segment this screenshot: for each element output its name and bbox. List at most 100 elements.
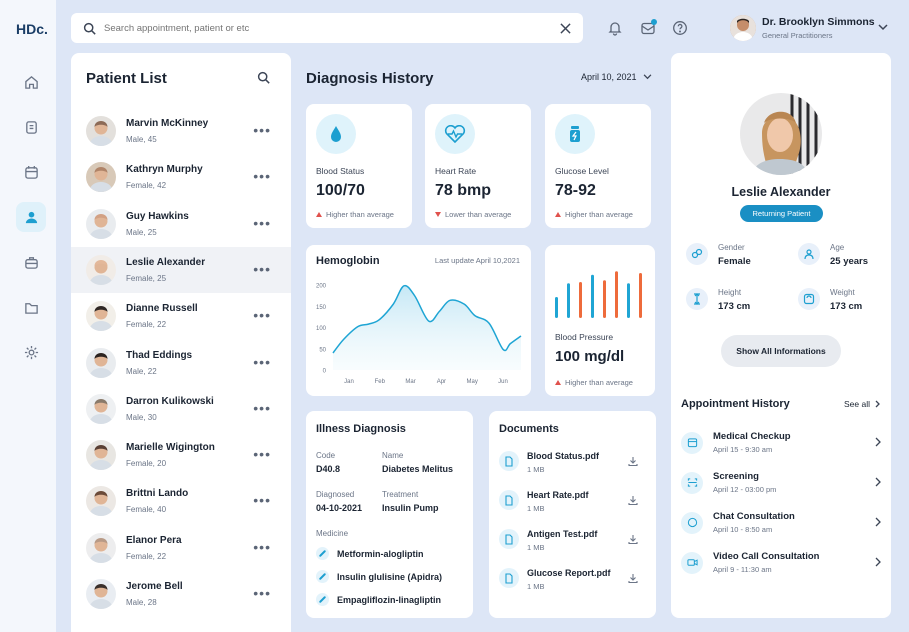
hemoglobin-chart: 200 150 100 50 0 Jan Feb Mar Apr May Jun bbox=[316, 284, 522, 385]
pill-icon bbox=[316, 593, 329, 606]
chevron-down-icon[interactable] bbox=[878, 24, 888, 31]
chevron-right-icon[interactable] bbox=[875, 437, 881, 447]
appointment-date: April 9 - 11:30 am bbox=[713, 565, 772, 574]
chevron-right-icon[interactable] bbox=[875, 517, 881, 527]
search-input[interactable] bbox=[104, 22, 552, 34]
patient-row[interactable]: Marielle Wigington Female, 20 ••• bbox=[71, 432, 291, 478]
patient-row[interactable]: Leslie Alexander Female, 25 ••• bbox=[71, 246, 291, 293]
download-icon[interactable] bbox=[627, 533, 639, 545]
more-options-icon[interactable]: ••• bbox=[253, 585, 271, 601]
chevron-right-icon bbox=[875, 400, 880, 408]
close-icon[interactable] bbox=[560, 22, 571, 34]
more-options-icon[interactable]: ••• bbox=[253, 492, 271, 509]
patient-avatar bbox=[86, 162, 116, 193]
chevron-right-icon[interactable] bbox=[875, 557, 881, 567]
more-options-icon[interactable]: ••• bbox=[253, 446, 271, 463]
diagnosis-title: Diagnosis History bbox=[306, 70, 434, 87]
more-options-icon[interactable]: ••• bbox=[253, 307, 271, 324]
document-item[interactable]: Glucose Report.pdf 1 MB bbox=[499, 568, 649, 591]
bp-bar bbox=[627, 283, 630, 318]
blood-pressure-card[interactable]: Blood Pressure 100 mg/dl Higher than ave… bbox=[545, 245, 655, 396]
height-icon bbox=[686, 288, 708, 310]
vital-card-heart-rate[interactable]: Heart Rate 78 bmp Lower than average bbox=[425, 104, 531, 228]
user-info[interactable]: Dr. Brooklyn Simmons General Practitione… bbox=[762, 16, 875, 40]
code-field: Code D40.8 bbox=[316, 451, 341, 474]
more-options-icon[interactable]: ••• bbox=[253, 122, 271, 138]
user-role: General Practitioners bbox=[762, 31, 833, 40]
sidebar: HDc. bbox=[0, 0, 56, 632]
chevron-right-icon[interactable] bbox=[875, 477, 881, 487]
blood-pressure-bars bbox=[555, 271, 642, 318]
patient-info: Female, 22 bbox=[126, 320, 167, 330]
show-all-informations-button[interactable]: Show All Informations bbox=[721, 335, 841, 367]
appointment-item[interactable]: Video Call Consultation April 9 - 11:30 a… bbox=[681, 551, 881, 574]
patient-name: Brittni Lando bbox=[126, 488, 189, 500]
more-options-icon[interactable]: ••• bbox=[253, 260, 271, 277]
more-options-icon[interactable]: ••• bbox=[253, 399, 271, 416]
search-bar[interactable] bbox=[71, 13, 583, 43]
y-tick-label: 50 bbox=[319, 347, 326, 353]
appointment-item[interactable]: Chat Consultation April 10 - 8:50 am bbox=[681, 511, 881, 534]
document-icon[interactable] bbox=[16, 112, 46, 142]
help-icon[interactable] bbox=[672, 20, 688, 36]
patient-row[interactable]: Brittni Lando Female, 40 ••• bbox=[71, 478, 291, 524]
message-icon[interactable] bbox=[640, 19, 657, 36]
more-options-icon[interactable]: ••• bbox=[253, 538, 271, 555]
patient-row[interactable]: Thad Eddings Male, 22 ••• bbox=[71, 340, 291, 386]
user-avatar[interactable] bbox=[730, 15, 756, 41]
calendar-icon[interactable] bbox=[16, 157, 46, 187]
patient-row[interactable]: Jerome Bell Male, 28 ••• bbox=[71, 571, 291, 617]
video-call-icon bbox=[681, 551, 703, 574]
vital-value: 78-92 bbox=[555, 182, 596, 199]
download-icon[interactable] bbox=[627, 494, 639, 506]
appointment-date: April 12 - 03:00 pm bbox=[713, 485, 777, 494]
settings-icon[interactable] bbox=[16, 337, 46, 367]
y-tick-label: 200 bbox=[316, 284, 327, 290]
treatment-field: Treatment Insulin Pump bbox=[382, 490, 439, 513]
patient-row[interactable]: Darron Kulikowski Male, 30 ••• bbox=[71, 386, 291, 432]
appointment-history-title: Appointment History bbox=[681, 398, 790, 410]
document-item[interactable]: Antigen Test.pdf 1 MB bbox=[499, 529, 649, 552]
patient-info: Female, 25 bbox=[126, 273, 167, 283]
patient-row[interactable]: Elanor Pera Female, 22 ••• bbox=[71, 525, 291, 571]
more-options-icon[interactable]: ••• bbox=[253, 168, 271, 185]
x-tick-label: Apr bbox=[437, 379, 446, 385]
appointment-item[interactable]: Screening April 12 - 03:00 pm bbox=[681, 471, 881, 494]
document-name: Blood Status.pdf bbox=[527, 451, 599, 461]
arrow-down-icon bbox=[435, 212, 441, 217]
patient-name: Dianne Russell bbox=[126, 303, 198, 315]
bp-bar bbox=[639, 273, 642, 318]
home-icon[interactable] bbox=[16, 67, 46, 97]
folder-icon[interactable] bbox=[16, 292, 46, 322]
search-icon[interactable] bbox=[257, 71, 270, 84]
y-tick-label: 0 bbox=[323, 369, 327, 375]
date-selector[interactable]: April 10, 2021 bbox=[581, 72, 652, 82]
profile-name: Leslie Alexander bbox=[731, 185, 831, 199]
bp-label: Blood Pressure bbox=[555, 332, 614, 342]
bell-icon[interactable] bbox=[607, 20, 623, 36]
patient-row[interactable]: Guy Hawkins Male, 25 ••• bbox=[71, 201, 291, 247]
document-item[interactable]: Heart Rate.pdf 1 MB bbox=[499, 490, 649, 513]
more-options-icon[interactable]: ••• bbox=[253, 353, 271, 370]
more-options-icon[interactable]: ••• bbox=[253, 214, 271, 231]
patient-row[interactable]: Marvin McKinney Male, 45 ••• bbox=[71, 108, 291, 154]
patient-icon[interactable] bbox=[16, 202, 46, 232]
patient-row[interactable]: Dianne Russell Female, 22 ••• bbox=[71, 293, 291, 339]
briefcase-icon[interactable] bbox=[16, 247, 46, 277]
bp-bar bbox=[579, 282, 582, 318]
vital-card-blood-status[interactable]: Blood Status 100/70 Higher than average bbox=[306, 104, 412, 228]
appointment-item[interactable]: Medical Checkup April 15 - 9:30 am bbox=[681, 431, 881, 454]
vital-card-glucose[interactable]: Glucose Level 78-92 Higher than average bbox=[545, 104, 651, 228]
patient-avatar bbox=[86, 440, 116, 471]
see-all-link[interactable]: See all bbox=[844, 399, 880, 409]
document-item[interactable]: Blood Status.pdf 1 MB bbox=[499, 451, 649, 474]
file-icon bbox=[499, 490, 519, 510]
file-icon bbox=[499, 568, 519, 588]
download-icon[interactable] bbox=[627, 455, 639, 467]
vital-label: Blood Status bbox=[316, 166, 365, 176]
patient-row[interactable]: Kathryn Murphy Female, 42 ••• bbox=[71, 154, 291, 200]
download-icon[interactable] bbox=[627, 572, 639, 584]
vital-value: 78 bmp bbox=[435, 182, 492, 199]
app-logo[interactable]: HDc. bbox=[16, 21, 48, 37]
document-name: Glucose Report.pdf bbox=[527, 568, 611, 578]
